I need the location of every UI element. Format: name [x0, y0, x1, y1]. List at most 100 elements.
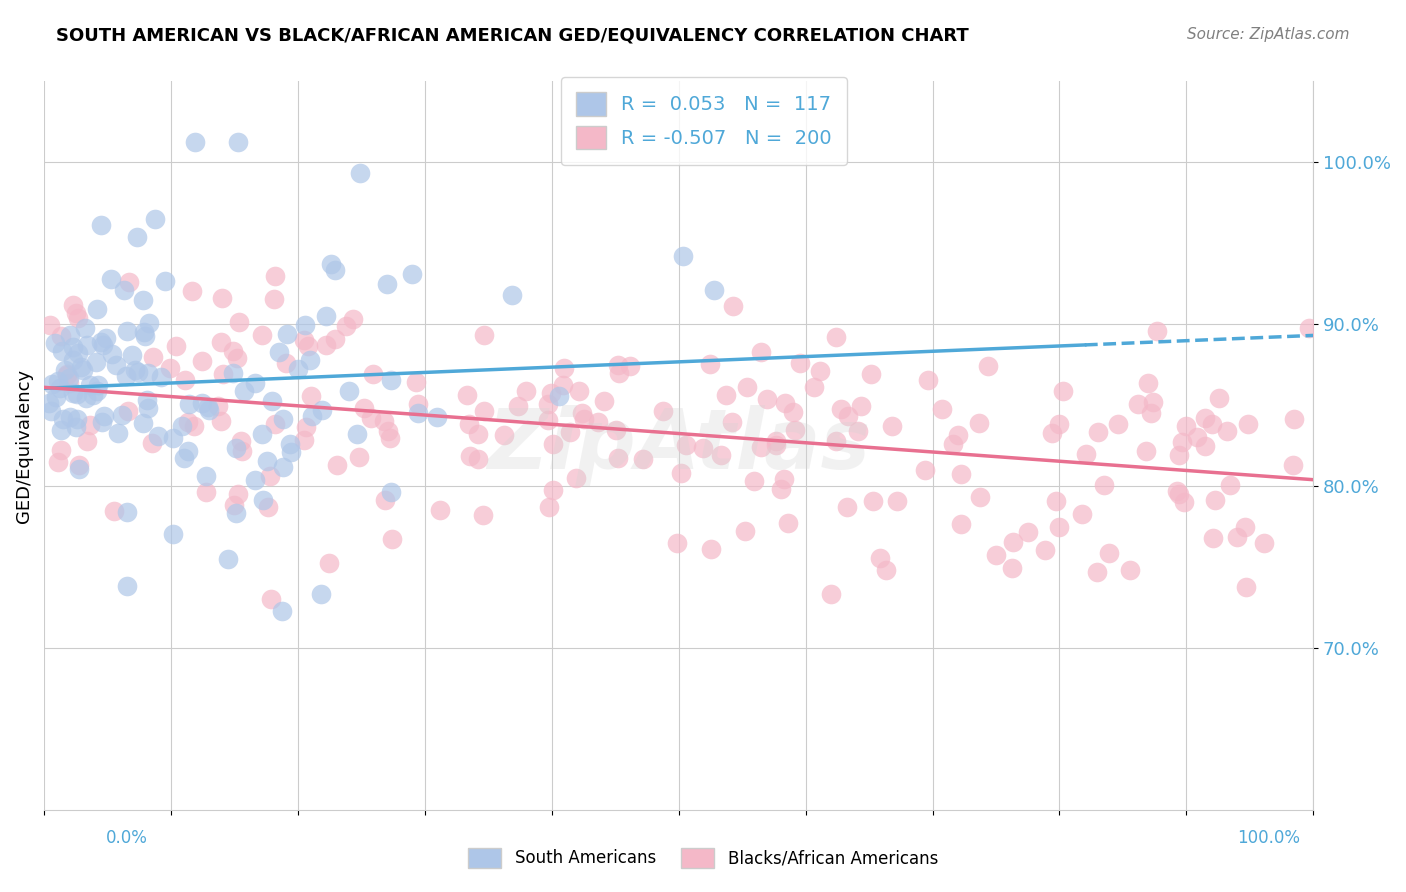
Point [765, 434, 787, 448]
Point [127, 365, 149, 379]
Point [65, 420, 87, 434]
Point [472, 404, 495, 418]
Point [605, 423, 627, 437]
Point [1201, 417, 1223, 431]
Point [692, 441, 714, 455]
Point [862, 493, 884, 508]
Point [86, 302, 108, 317]
Point [1204, 492, 1226, 507]
Point [1216, 425, 1239, 439]
Point [337, 384, 360, 398]
Point [41, 377, 63, 392]
Point [51, 344, 73, 359]
Point [103, 504, 125, 518]
Point [294, 433, 316, 447]
Point [162, 431, 184, 445]
Point [429, 502, 451, 516]
Point [977, 359, 1000, 374]
Point [360, 411, 382, 425]
Point [1170, 434, 1192, 449]
Point [703, 283, 725, 297]
Point [66, 311, 89, 326]
Point [131, 417, 153, 431]
Point [260, 592, 283, 607]
Point [59, 327, 82, 342]
Point [209, 413, 232, 427]
Point [245, 473, 267, 487]
Point [553, 360, 575, 375]
Point [1237, 417, 1260, 432]
Point [506, 400, 529, 414]
Point [1135, 444, 1157, 458]
Point [250, 328, 273, 343]
Point [194, 484, 217, 499]
Point [260, 394, 283, 409]
Point [380, 485, 402, 500]
Point [73, 321, 96, 335]
Point [318, 557, 340, 571]
Point [880, 419, 903, 434]
Point [592, 394, 614, 409]
Point [183, 419, 205, 434]
Point [501, 288, 523, 302]
Point [136, 393, 159, 408]
Point [967, 417, 990, 431]
Point [782, 405, 804, 419]
Point [59, 409, 82, 424]
Point [121, 348, 143, 362]
Point [58, 371, 80, 385]
Point [173, 450, 195, 465]
Point [537, 413, 560, 427]
Point [538, 500, 561, 514]
Point [607, 358, 630, 372]
Point [90, 218, 112, 232]
Point [224, 498, 246, 512]
Point [1298, 321, 1320, 335]
Point [58, 376, 80, 391]
Point [1168, 486, 1191, 500]
Point [734, 524, 756, 538]
Point [62, 386, 84, 401]
Point [1253, 536, 1275, 550]
Point [100, 271, 122, 285]
Point [118, 276, 141, 290]
Point [90, 335, 112, 350]
Point [191, 396, 214, 410]
Point [458, 449, 481, 463]
Point [91, 338, 114, 352]
Point [914, 463, 936, 477]
Point [197, 400, 219, 414]
Point [280, 445, 302, 459]
Point [721, 299, 744, 313]
Point [1173, 494, 1195, 508]
Point [540, 385, 562, 400]
Point [1166, 484, 1188, 499]
Point [184, 135, 207, 149]
Point [609, 367, 631, 381]
Point [115, 324, 138, 338]
Point [93, 409, 115, 423]
Point [323, 332, 346, 346]
Point [335, 318, 357, 333]
Point [46, 374, 69, 388]
Point [287, 361, 309, 376]
Point [672, 249, 695, 263]
Point [72, 363, 94, 377]
Point [250, 426, 273, 441]
Point [225, 351, 247, 365]
Point [1137, 376, 1160, 390]
Point [177, 415, 200, 429]
Point [949, 467, 972, 481]
Point [1070, 507, 1092, 521]
Point [803, 380, 825, 394]
Point [278, 437, 301, 451]
Point [70, 360, 93, 375]
Point [671, 466, 693, 480]
Point [311, 402, 333, 417]
Point [217, 551, 239, 566]
Point [86, 384, 108, 398]
Point [228, 315, 250, 329]
Point [172, 418, 194, 433]
Point [76, 338, 98, 352]
Point [124, 363, 146, 377]
